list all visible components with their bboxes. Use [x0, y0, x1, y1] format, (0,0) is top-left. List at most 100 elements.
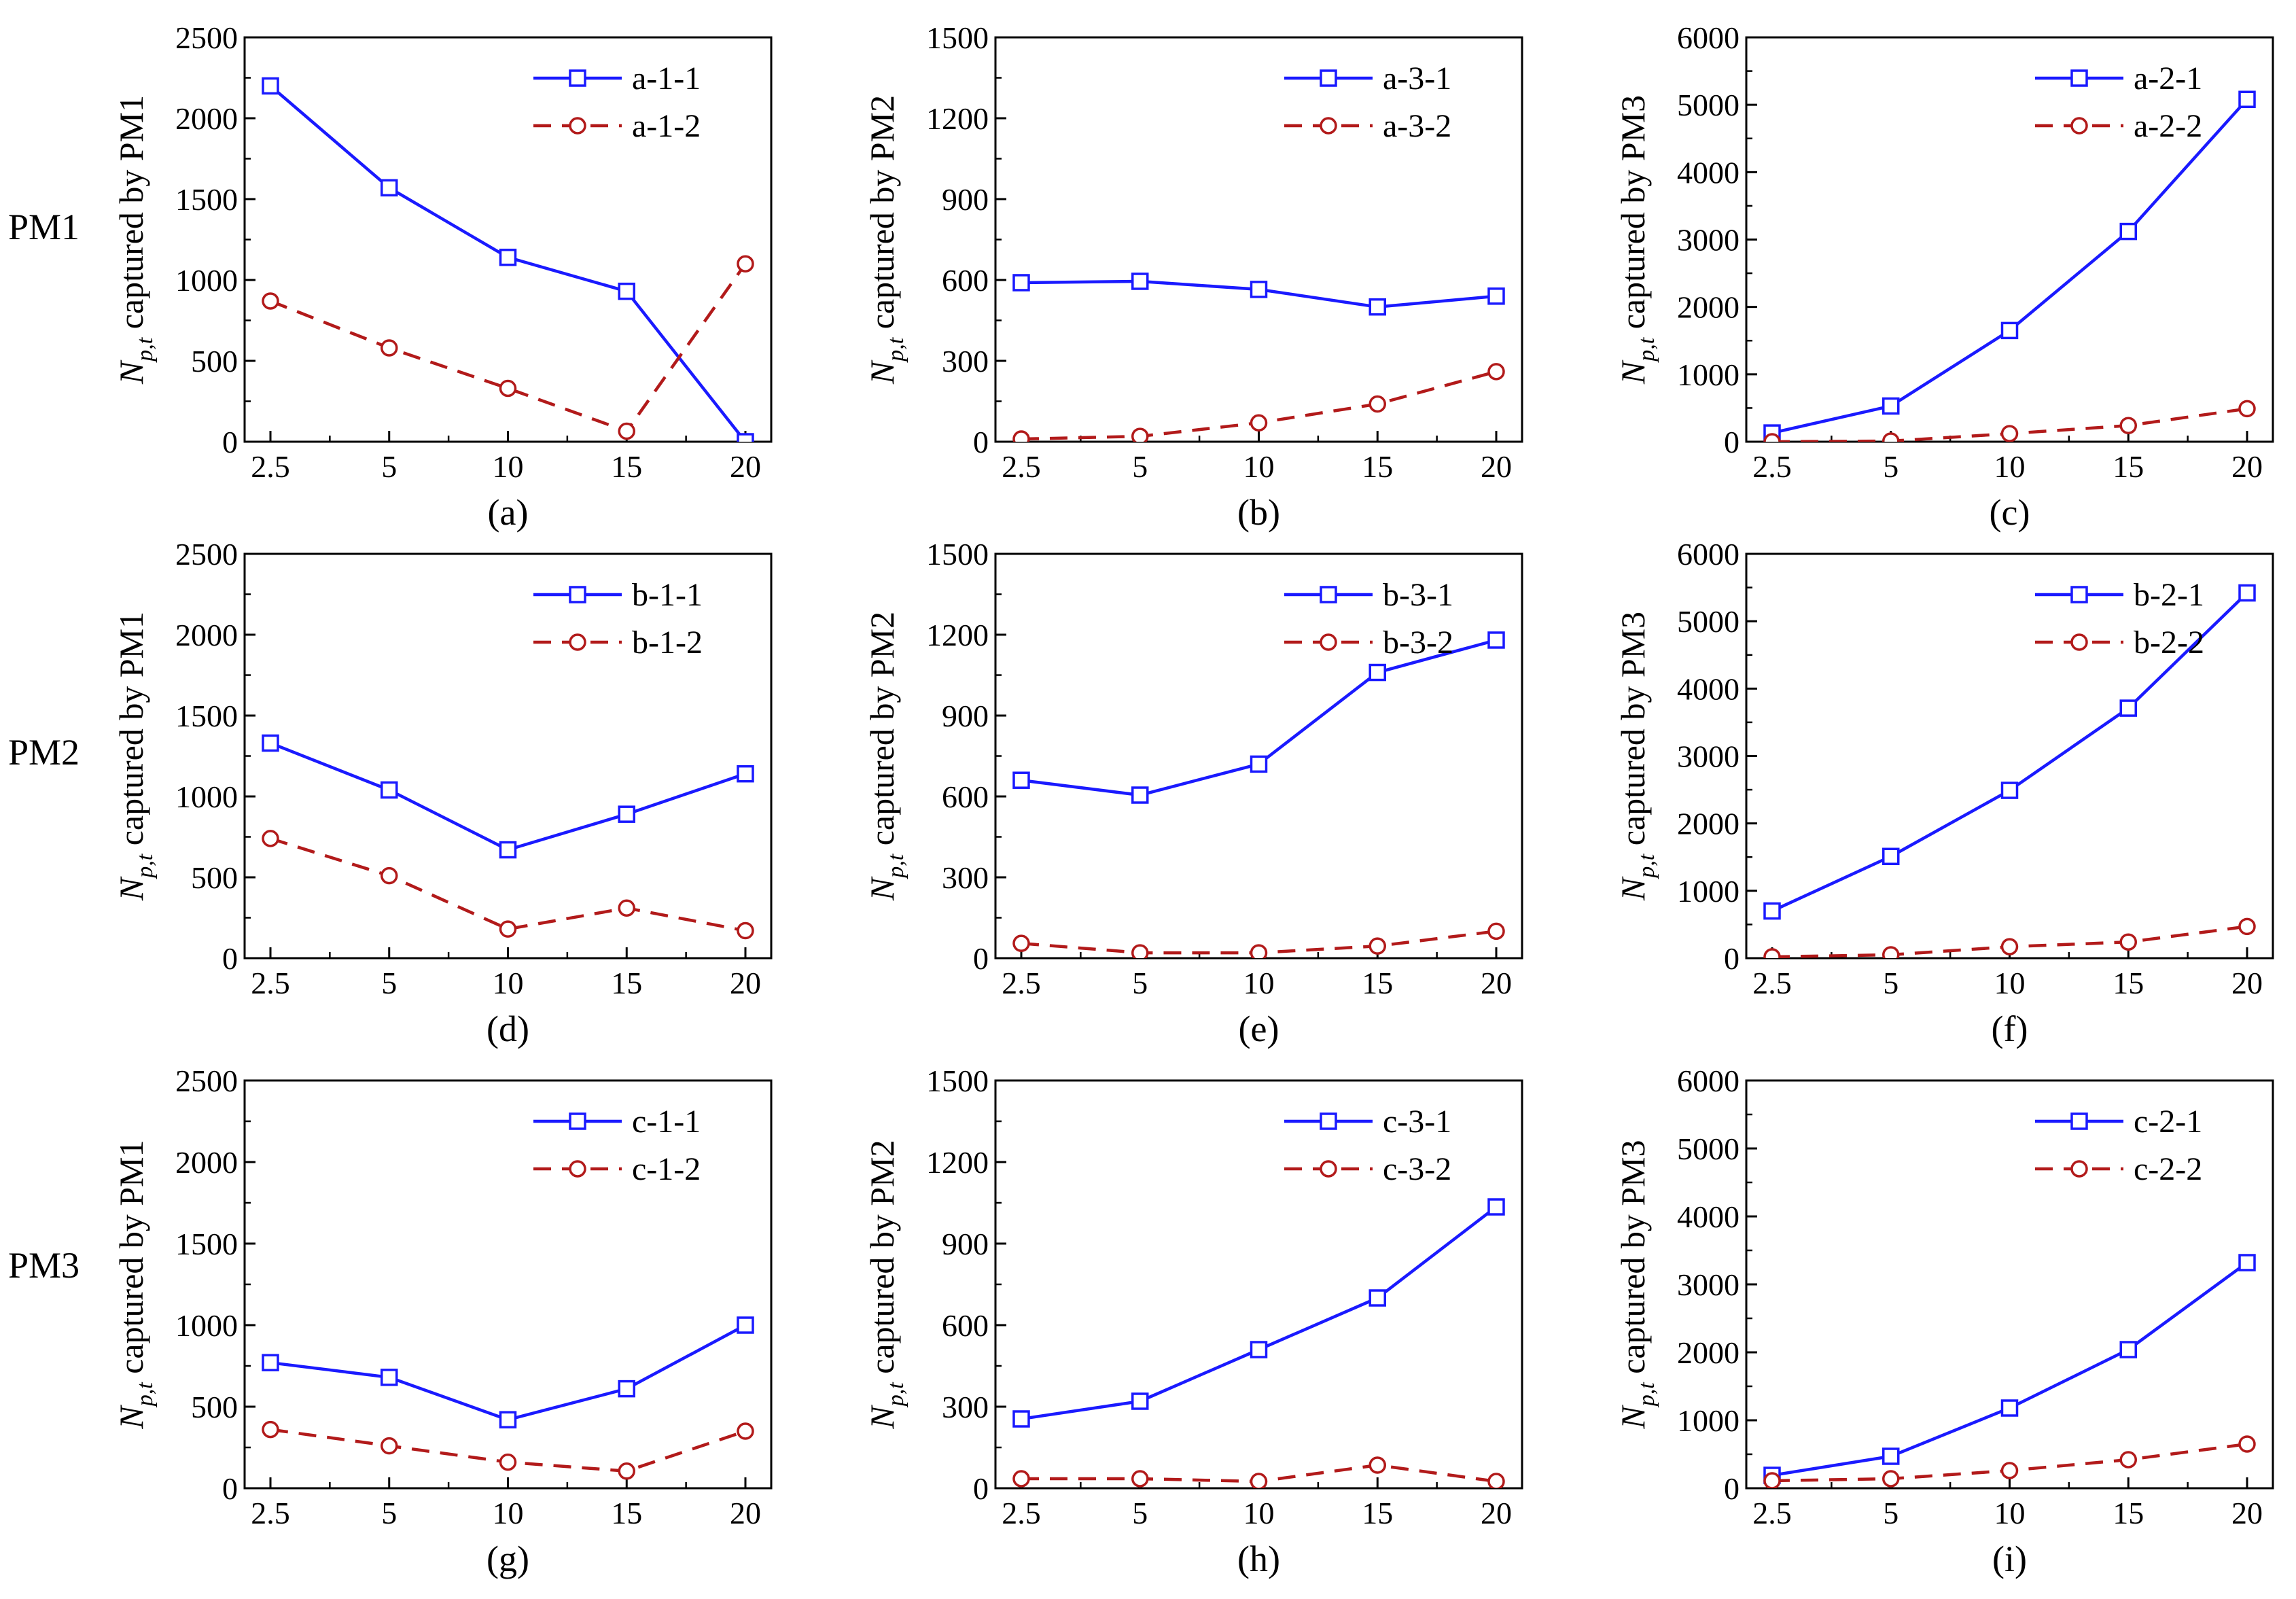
legend-label: a-1-2	[632, 108, 701, 144]
panel-g: 0 500 1000 1500 2000 2500 2.5 5 10 15 20 (g) Np,t ca…	[112, 1064, 773, 1579]
y-tick-label: 1000	[1677, 874, 1739, 909]
legend-entry-c-2-2: c-2-2	[2035, 1151, 2202, 1187]
data-point	[1882, 432, 1900, 442]
panel-h: 0 300 600 900 1200 1500 2.5 5 10 15 20 (h) Np,t capt…	[863, 1064, 1523, 1579]
legend-entry-a-3-1: a-3-1	[1284, 60, 1451, 96]
x-tick-label: 5	[381, 1496, 397, 1530]
data-point	[618, 282, 635, 300]
data-point	[262, 292, 279, 310]
y-axis-label-subscript: p,t	[1634, 853, 1659, 879]
x-tick-label: 20	[2231, 449, 2263, 484]
data-point	[2119, 1341, 2137, 1358]
legend-marker	[569, 586, 586, 603]
legend-label: c-2-2	[2134, 1151, 2202, 1187]
series-a-2-2	[1763, 400, 2256, 442]
x-tick-label: 5	[1132, 449, 1148, 484]
data-point	[381, 1437, 398, 1455]
data-point	[2000, 321, 2019, 340]
data-point	[1131, 427, 1149, 442]
data-point	[1012, 1410, 1030, 1428]
y-tick-label: 1200	[926, 618, 989, 652]
plot-frame	[243, 552, 773, 960]
data-point	[381, 1369, 398, 1386]
y-tick-label: 3000	[1677, 739, 1739, 774]
y-tick-label: 500	[191, 860, 238, 895]
data-point	[2119, 222, 2137, 241]
data-point	[2000, 938, 2019, 955]
data-point	[2238, 917, 2256, 936]
y-axis-label-text: captured by PM3	[1614, 1140, 1652, 1382]
legend-label: c-3-2	[1383, 1151, 1451, 1187]
panel-label: (c)	[1990, 492, 2030, 533]
plot-frame	[1745, 552, 2274, 960]
legend-label: a-1-1	[632, 60, 701, 96]
data-point	[1131, 786, 1149, 804]
x-tick-label: 15	[611, 966, 642, 1000]
x-tick-label: 5	[1883, 449, 1898, 484]
series-line	[1021, 1206, 1498, 1421]
x-tick-label: 15	[2113, 1496, 2144, 1530]
y-tick-label: 1000	[1677, 357, 1739, 392]
data-point	[618, 805, 635, 823]
plot-frame	[994, 36, 1523, 443]
legend-marker	[1320, 586, 1337, 603]
panel-d: 0 500 1000 1500 2000 2500 2.5 5 10 15 20 (d) Np,t ca…	[112, 537, 773, 1049]
y-tick-label: 2000	[1677, 807, 1739, 841]
x-tick-label: 20	[730, 966, 761, 1000]
y-tick-label: 300	[942, 1390, 989, 1424]
x-tick-label: 2.5	[251, 1496, 290, 1530]
data-point	[262, 77, 279, 95]
legend-label: b-1-2	[632, 625, 703, 661]
data-point	[1131, 1392, 1149, 1410]
y-axis-label-text: captured by PM3	[1614, 612, 1652, 854]
y-axis-label-subscript: p,t	[1634, 1382, 1659, 1408]
series-b-3-2	[1012, 922, 1505, 958]
y-tick-label: 0	[222, 425, 238, 459]
plot-frame	[1745, 36, 2274, 443]
x-tick-label: 15	[611, 1496, 642, 1530]
data-point	[1763, 433, 1781, 442]
data-point	[1012, 1470, 1030, 1488]
data-point	[1487, 922, 1505, 941]
y-axis-label: Np,t captured by PM3	[1614, 612, 1659, 901]
y-axis-label-text: captured by PM2	[863, 95, 901, 338]
data-point	[737, 433, 754, 442]
data-point	[499, 1411, 517, 1428]
legend-marker	[569, 1160, 586, 1178]
series-c-2-2	[1763, 1435, 2256, 1488]
x-tick-label: 20	[2231, 1496, 2263, 1530]
data-point	[1882, 1447, 1900, 1465]
series-a-3-2	[1012, 363, 1505, 442]
legend-marker	[2070, 1112, 2088, 1130]
x-tick-label: 5	[1132, 966, 1148, 1000]
data-point	[1763, 902, 1781, 920]
data-point	[1368, 395, 1386, 413]
y-tick-label: 0	[1724, 425, 1739, 459]
y-tick-label: 5000	[1677, 604, 1739, 639]
y-tick-label: 2000	[175, 618, 238, 652]
legend-entry-b-2-1: b-2-1	[2035, 577, 2204, 613]
data-point	[618, 899, 635, 917]
legend-entry-b-2-2: b-2-2	[2035, 625, 2204, 661]
x-tick-label: 5	[381, 966, 397, 1000]
data-point	[381, 866, 398, 885]
series-a-2-1	[1763, 90, 2256, 442]
data-point	[1250, 281, 1268, 298]
x-tick-label: 15	[2113, 966, 2144, 1000]
x-tick-label: 15	[2113, 449, 2144, 484]
data-point	[2238, 400, 2256, 418]
data-point	[499, 841, 517, 859]
panel-label: (f)	[1992, 1008, 2028, 1049]
legend-entry-a-3-2: a-3-2	[1284, 108, 1451, 144]
series-a-3-1	[1012, 273, 1505, 316]
series-c-3-1	[1012, 1198, 1505, 1428]
legend-entry-b-3-2: b-3-2	[1284, 625, 1453, 661]
data-point	[499, 1453, 517, 1471]
data-point	[1487, 631, 1505, 649]
panel-b: 0 300 600 900 1200 1500 2.5 5 10 15 20 (b) Np,t capt…	[863, 20, 1523, 533]
y-axis-label-text: captured by PM1	[112, 95, 150, 338]
x-tick-label: 2.5	[1752, 449, 1792, 484]
y-tick-label: 3000	[1677, 223, 1739, 258]
data-point	[1250, 944, 1268, 958]
y-axis-label-text: captured by PM1	[112, 612, 150, 854]
